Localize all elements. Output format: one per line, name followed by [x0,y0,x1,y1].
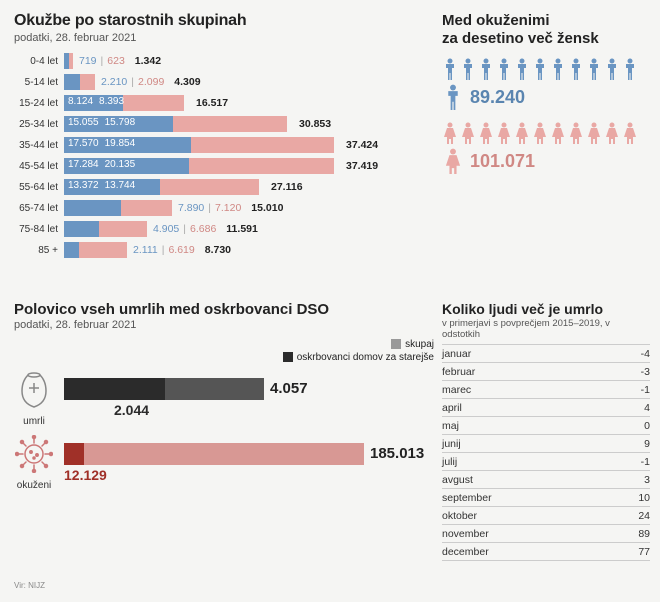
urn-icon [17,369,51,414]
dso-title: Polovico vseh umrlih med oskrbovanci DSO [14,301,434,318]
female-person-icon [568,122,584,144]
dso-legend: skupaj oskrbovanci domov za starejše [14,339,434,363]
female-person-icon [586,122,602,144]
male-person-icon [514,58,530,80]
male-person-icon [550,58,566,80]
source: Vir: NIJZ [14,581,45,590]
age-row: 25-34 let15.05515.79830.853 [14,115,434,133]
excess-row: marec-1 [442,381,650,399]
excess-row: april4 [442,399,650,417]
male-person-icon [586,58,602,80]
age-title: Okužbe po starostnih skupinah [14,12,434,30]
female-person-icon [478,122,494,144]
age-row: 0-4 let719|6231.342 [14,52,434,70]
age-row: 45-54 let17.28420.13537.419 [14,157,434,175]
excess-panel: Koliko ljudi več je umrlo v primerjavi s… [442,301,650,590]
age-rows: 0-4 let719|6231.342 5-14 let2.210|2.0994.… [14,52,434,259]
excess-row: januar-4 [442,344,650,363]
excess-row: december77 [442,543,650,561]
dso-infected-block: okuženi 185.013 12.129 [14,435,434,491]
excess-row: oktober24 [442,507,650,525]
male-person-icon [568,58,584,80]
female-count: 101.071 [442,148,650,174]
female-person-icon [460,122,476,144]
male-count: 89.240 [442,84,650,110]
female-person-icon [442,122,458,144]
male-person-icon [478,58,494,80]
virus-icon [15,435,53,478]
age-row: 85 +2.111|6.6198.730 [14,241,434,259]
male-person-icon [532,58,548,80]
excess-title: Koliko ljudi več je umrlo [442,301,650,317]
excess-row: junij9 [442,435,650,453]
female-icon-row [442,122,650,144]
age-row: 35-44 let17.57019.85437.424 [14,136,434,154]
male-person-icon [622,58,638,80]
age-row: 5-14 let2.210|2.0994.309 [14,73,434,91]
excess-row: julij-1 [442,453,650,471]
excess-row: maj0 [442,417,650,435]
age-row: 65-74 let7.890|7.12015.010 [14,199,434,217]
female-person-icon [532,122,548,144]
female-person-icon [622,122,638,144]
excess-rows: januar-4februar-3marec-1april4maj0junij9… [442,344,650,561]
age-row: 15-24 let8.1248.39316.517 [14,94,434,112]
female-person-icon [604,122,620,144]
female-person-icon [514,122,530,144]
age-chart-panel: Okužbe po starostnih skupinah podatki, 2… [14,12,434,291]
dso-subtitle: podatki, 28. februar 2021 [14,319,434,331]
age-subtitle: podatki, 28. februar 2021 [14,32,434,44]
male-person-icon [460,58,476,80]
female-person-icon [550,122,566,144]
excess-row: februar-3 [442,363,650,381]
male-person-icon [442,58,458,80]
age-row: 75-84 let4.905|6.68611.591 [14,220,434,238]
excess-subtitle: v primerjavi s povprečjem 2015–2019, v o… [442,318,650,341]
dso-deaths-block: umrli 4.057 2.044 [14,369,434,427]
gender-panel: Med okuženimi za desetino več žensk 89.2… [442,12,650,291]
excess-row: september10 [442,489,650,507]
male-person-icon [496,58,512,80]
male-icon-row [442,58,650,80]
age-row: 55-64 let13.37213.74427.116 [14,178,434,196]
dso-panel: Polovico vseh umrlih med oskrbovanci DSO… [14,301,434,590]
gender-title: Med okuženimi za desetino več žensk [442,12,650,48]
female-person-icon [496,122,512,144]
male-person-icon [604,58,620,80]
excess-row: avgust3 [442,471,650,489]
excess-row: november89 [442,525,650,543]
